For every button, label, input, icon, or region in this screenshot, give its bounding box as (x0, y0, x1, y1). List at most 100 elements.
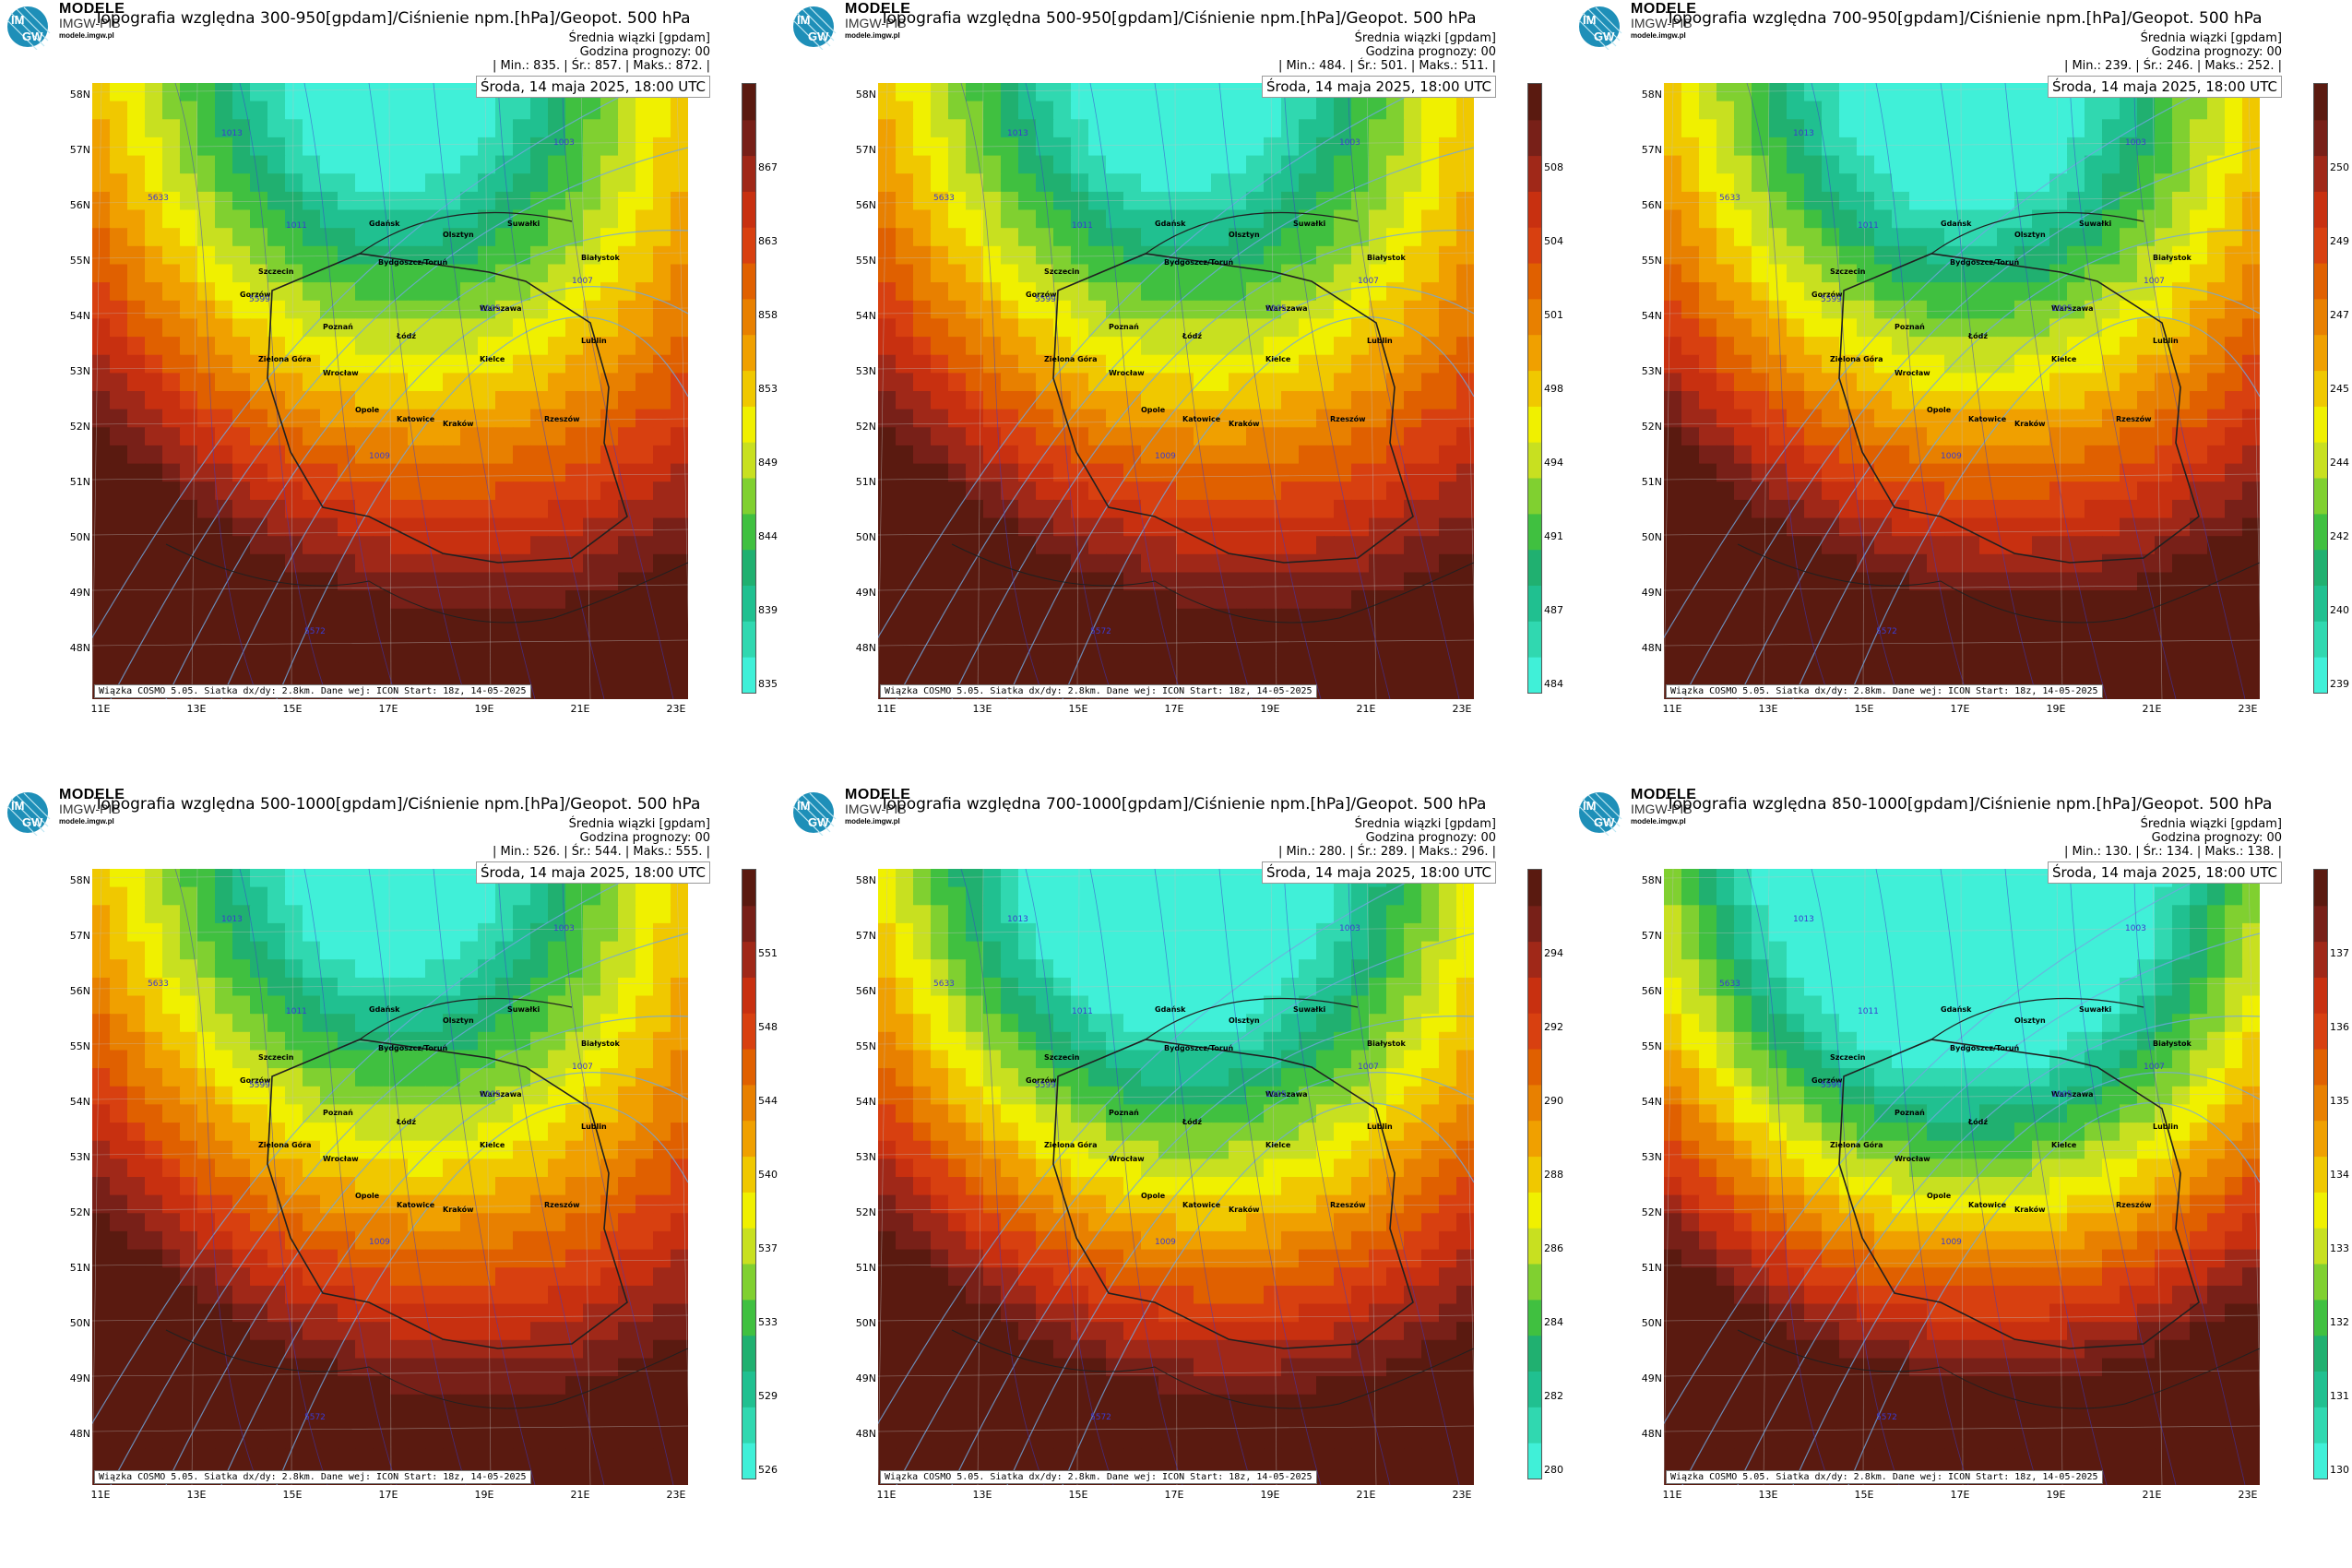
info-ensemble-mean: Średnia wiązki [gpdam] (2140, 817, 2282, 831)
brand: MODELE IMGW-PIB modele.imgw.pl (1631, 2, 1696, 41)
lat-tick-label: 57N (1641, 930, 1662, 942)
city-label: Kielce (480, 355, 505, 363)
city-label: Białystok (2153, 1039, 2192, 1048)
lat-tick-label: 52N (1641, 421, 1662, 433)
date-label: Środa, 14 maja 2025, 18:00 UTC (1261, 76, 1496, 98)
isobar-label: 1011 (1072, 1007, 1093, 1016)
brand-line2: IMGW-PIB (59, 802, 121, 816)
lon-tick-label: 19E (2046, 1489, 2066, 1501)
lat-tick-label: 55N (1641, 1040, 1662, 1052)
city-label: Gorzów (240, 1076, 271, 1085)
city-label: Gdańsk (369, 1005, 400, 1014)
lat-tick-label: 49N (69, 1372, 90, 1384)
info-stats: | Min.: 484. | Śr.: 501. | Maks.: 511. | (1277, 59, 1496, 73)
isobar-label: 5633 (1719, 194, 1740, 203)
colorbar-tick-label: 835 (758, 678, 778, 690)
colorbar (742, 83, 756, 694)
field-map (92, 869, 688, 1485)
city-label: Katowice (397, 415, 435, 423)
lat-tick-label: 57N (855, 930, 876, 942)
brand-line1: MODELE (59, 787, 125, 802)
city-label: Łódź (1968, 332, 1989, 340)
city-label: Warszawa (480, 1090, 522, 1099)
field-map (878, 869, 1474, 1485)
isobar-label: 1003 (553, 138, 575, 148)
map-area: Gdańsk Olsztyn Suwałki Białystok Szczecin Byd… (1664, 83, 2260, 699)
map-panel-5: IM GW MODELE IMGW-PIB modele.imgw.pl Top… (786, 786, 1563, 1542)
brand-line2: IMGW-PIB (59, 16, 121, 30)
isobar-label: 1009 (1941, 1238, 1962, 1247)
city-label: Wrocław (323, 369, 359, 377)
lon-tick-label: 17E (1950, 1489, 1970, 1501)
city-label: Bydgoszcz/Toruń (378, 258, 448, 267)
isobar-label: 1009 (1941, 452, 1962, 461)
isobar-label: 1009 (369, 452, 390, 461)
isobar-label: 1009 (1155, 452, 1176, 461)
city-label: Opole (1141, 406, 1166, 414)
city-label: Bydgoszcz/Toruń (1950, 258, 2020, 267)
lat-tick-label: 54N (69, 310, 90, 322)
lon-tick-label: 11E (876, 703, 897, 715)
isobar-label: 1011 (1858, 1007, 1879, 1016)
city-label: Zielona Góra (258, 1141, 312, 1149)
lat-tick-label: 49N (1641, 1372, 1662, 1384)
colorbar-tick-label: 288 (1544, 1169, 1563, 1181)
panel-title: Topografia względna 700-1000[gpdam]/Ciśn… (880, 795, 1487, 814)
isobar-label: 1011 (1072, 221, 1093, 231)
colorbar-tick-label: 551 (758, 947, 778, 959)
lon-tick-label: 15E (1854, 703, 1874, 715)
lat-tick-label: 58N (69, 89, 90, 101)
city-label: Suwałki (507, 220, 540, 228)
city-label: Białystok (581, 254, 620, 262)
svg-text:IM: IM (797, 13, 810, 27)
city-label: Suwałki (507, 1005, 540, 1014)
lat-tick-label: 56N (69, 985, 90, 997)
lon-tick-label: 23E (1452, 703, 1472, 715)
lat-tick-label: 53N (1641, 365, 1662, 377)
lon-tick-label: 13E (1758, 703, 1778, 715)
lon-tick-label: 15E (1854, 1489, 1874, 1501)
lon-tick-label: 19E (474, 1489, 494, 1501)
lat-tick-label: 49N (855, 587, 876, 599)
colorbar-tick-label: 540 (758, 1169, 778, 1181)
city-label: Poznań (1109, 323, 1139, 331)
lat-tick-label: 54N (1641, 1096, 1662, 1108)
city-label: Gdańsk (1155, 1005, 1186, 1014)
lat-tick-label: 50N (1641, 1317, 1662, 1329)
lat-tick-label: 53N (855, 1151, 876, 1163)
isobar-label: 5633 (933, 194, 955, 203)
isobar-label: 5572 (1090, 1413, 1111, 1422)
lat-tick-label: 50N (855, 1317, 876, 1329)
lat-tick-label: 56N (855, 985, 876, 997)
lat-tick-label: 48N (1641, 642, 1662, 654)
city-label: Kraków (2014, 1206, 2046, 1214)
footer-note: Wiązka COSMO 5.05. Siatka dx/dy: 2.8km. … (94, 1470, 531, 1484)
city-label: Rzeszów (544, 1201, 580, 1209)
colorbar-tick-label: 282 (1544, 1390, 1563, 1402)
imgw-logo: IM GW (792, 792, 837, 836)
city-label: Bydgoszcz/Toruń (378, 1044, 448, 1052)
lat-tick-label: 55N (855, 255, 876, 267)
colorbar (1527, 869, 1542, 1479)
lon-tick-label: 13E (186, 1489, 207, 1501)
city-label: Olsztyn (443, 1016, 474, 1025)
colorbar-tick-label: 858 (758, 309, 778, 321)
lon-tick-label: 13E (972, 703, 992, 715)
lat-tick-label: 54N (855, 310, 876, 322)
colorbar-tick-label: 548 (758, 1021, 778, 1033)
lon-tick-label: 21E (1356, 1489, 1376, 1501)
isobar-label: 1007 (1358, 1063, 1379, 1072)
city-label: Gorzów (240, 291, 271, 299)
city-label: Gdańsk (1155, 220, 1186, 228)
lat-tick-label: 49N (69, 587, 90, 599)
city-label: Opole (355, 1192, 380, 1200)
isobar-label: 5599 (1821, 1081, 1842, 1090)
info-forecast-hour: Godzina prognozy: 00 (2151, 45, 2282, 59)
svg-text:GW: GW (22, 815, 43, 829)
lat-tick-label: 55N (855, 1040, 876, 1052)
info-stats: | Min.: 280. | Śr.: 289. | Maks.: 296. | (1277, 845, 1496, 859)
lat-tick-label: 51N (1641, 476, 1662, 488)
field-map (878, 83, 1474, 699)
info-forecast-hour: Godzina prognozy: 00 (1365, 831, 1496, 845)
colorbar-tick-label: 294 (1544, 947, 1563, 959)
